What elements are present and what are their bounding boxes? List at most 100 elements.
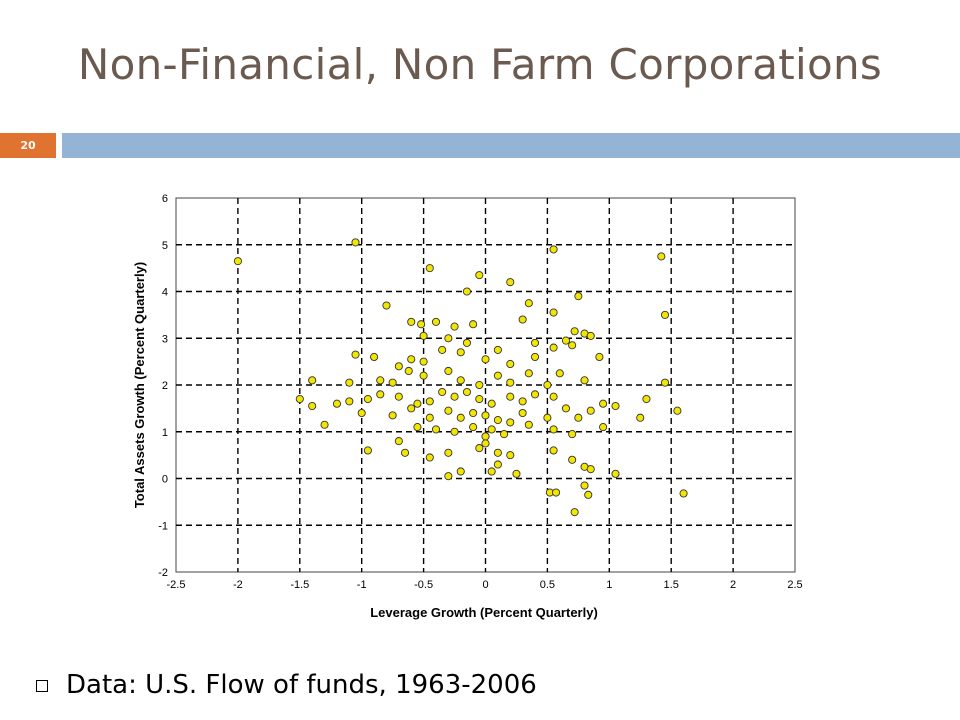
data-point [599,399,608,408]
hollow-square-bullet-icon [36,680,48,692]
data-point [438,387,447,397]
y-tick-label: 4 [162,287,168,299]
data-point [413,399,422,408]
scatter-chart: -2.5 -2 -1.5 -1 -0.5 0 0.5 1 1.5 2 2.5-2-10123456 … [132,193,803,620]
x-tick-label: -0.5 [414,579,433,591]
data-point [417,320,426,329]
data-point [462,287,471,296]
data-point [512,469,521,478]
x-tick-label: 2 [730,579,736,591]
data-point [518,397,527,406]
data-point [561,404,571,413]
data-point [456,467,465,476]
data-point [320,420,329,429]
data-point [493,371,502,380]
x-tick-label: 0 [482,579,488,591]
data-point [568,455,577,464]
data-point [487,425,496,434]
page-title: Non-Financial, Non Farm Corporations [77,40,883,89]
data-point [419,371,428,380]
data-point [506,359,515,369]
data-point [419,331,428,340]
data-point [586,331,595,340]
data-point [308,376,317,385]
data-point [419,357,428,366]
data-point [450,322,459,331]
data-point [660,310,670,319]
data-point [308,401,317,411]
data-point [394,392,403,401]
data-point [561,336,571,345]
data-point [357,408,366,418]
data-point [404,366,413,376]
data-point [549,245,558,254]
data-point [363,446,372,455]
data-point [388,378,397,387]
bullet-item: Data: U.S. Flow of funds, 1963-2006 [36,670,537,700]
data-point [493,448,502,457]
data-point [382,301,391,310]
data-point [444,334,453,343]
data-point [394,437,403,446]
chart-grid [175,197,796,573]
data-point [444,472,453,481]
data-point [444,366,453,376]
data-point [549,392,558,401]
data-point [376,390,385,399]
data-point [660,378,670,387]
y-tick-label: 3 [162,333,168,345]
data-point [574,413,583,422]
chart-points [233,238,688,517]
data-point [462,387,471,397]
data-point [524,420,533,429]
data-point [475,444,484,453]
data-point [636,413,645,422]
data-point [679,489,688,498]
data-point [570,508,579,517]
data-point [444,448,453,457]
data-point [500,430,509,439]
x-tick-label: -1 [357,579,367,591]
bullet-text: Data: U.S. Flow of funds, 1963-2006 [66,670,537,700]
data-point [493,460,502,469]
data-point [481,439,490,448]
data-point [363,394,372,404]
data-point [425,453,434,462]
data-point [425,413,434,422]
data-point [568,430,577,439]
slide-number: 20 [0,133,56,158]
data-point [506,451,515,460]
data-point [388,411,397,420]
data-point [351,238,360,247]
data-point [345,397,354,406]
y-tick-label: -2 [158,567,168,579]
data-point [518,408,527,418]
data-point [475,380,484,390]
data-point [475,394,484,404]
data-point [506,392,515,401]
data-point [580,481,589,490]
data-point [438,345,447,354]
y-tick-label: 2 [162,380,168,392]
data-point [506,418,515,427]
data-point [611,469,620,478]
data-point [568,341,577,350]
data-point [518,315,527,324]
data-point [524,299,533,308]
x-tick-label: 1 [606,579,612,591]
data-point [481,411,490,420]
y-tick-label: 5 [162,240,168,252]
data-point [481,432,490,441]
data-point [407,355,416,364]
data-point [407,317,416,326]
data-point [493,416,502,425]
data-point [469,408,478,418]
data-point [673,406,682,415]
data-point [431,317,441,326]
data-point [570,327,579,336]
data-point [530,390,540,399]
data-point [431,425,441,434]
header-bar [62,133,960,158]
x-tick-label: -2.5 [167,579,186,591]
